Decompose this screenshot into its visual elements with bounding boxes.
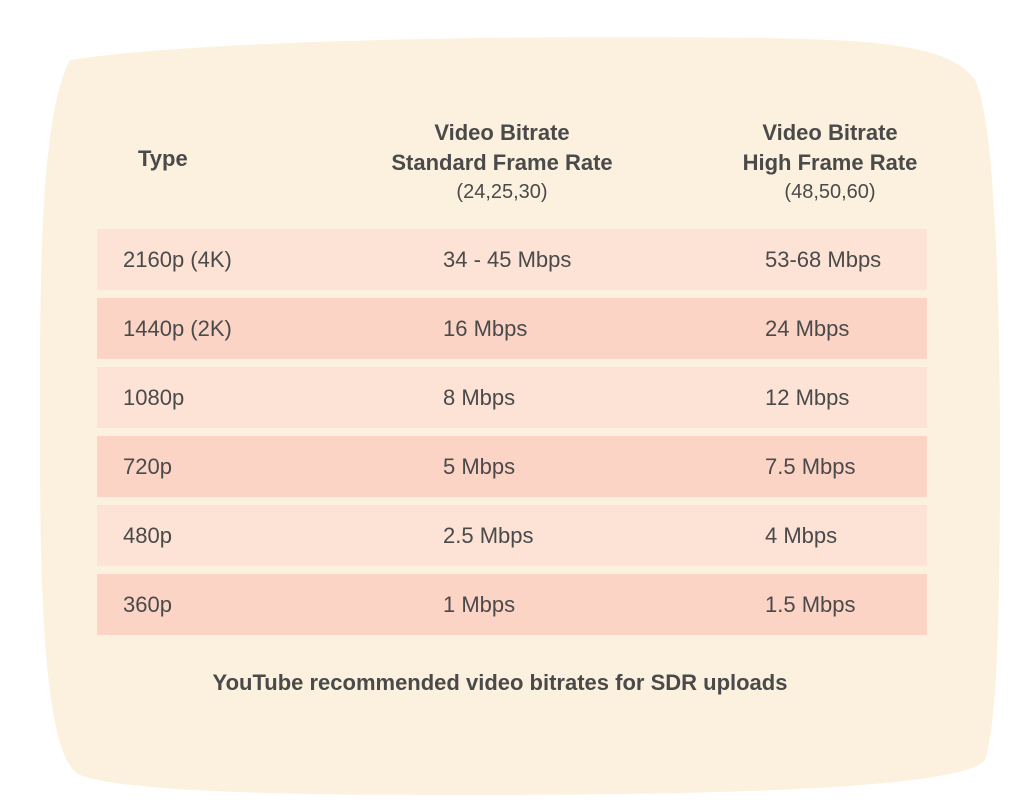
cell-high-bitrate: 1.5 Mbps — [765, 592, 856, 617]
cell-standard-bitrate: 16 Mbps — [443, 316, 528, 341]
cell-type: 1080p — [123, 385, 185, 410]
cell-standard-bitrate: 2.5 Mbps — [443, 523, 534, 548]
cell-type: 2160p (4K) — [123, 247, 232, 272]
cell-high-bitrate: 24 Mbps — [765, 316, 850, 341]
table-row: 1440p (2K) 16 Mbps 24 Mbps — [97, 298, 927, 359]
header-high-frame-rate: Video Bitrate High Frame Rate (48,50,60) — [690, 118, 970, 206]
cell-standard-bitrate: 34 - 45 Mbps — [443, 247, 572, 272]
header-high-line1: Video Bitrate — [762, 120, 898, 145]
table-row: 1080p 8 Mbps 12 Mbps — [97, 367, 927, 428]
cell-high-bitrate: 7.5 Mbps — [765, 454, 856, 479]
cell-high-bitrate: 4 Mbps — [765, 523, 838, 548]
cell-type: 360p — [123, 592, 172, 617]
table-header: Type Video Bitrate Standard Frame Rate (… — [0, 0, 1024, 230]
header-high-line2: High Frame Rate — [742, 150, 918, 175]
header-standard-frame-rate: Video Bitrate Standard Frame Rate (24,25… — [352, 118, 652, 206]
cell-type: 720p — [123, 454, 172, 479]
table-row: 720p 5 Mbps 7.5 Mbps — [97, 436, 927, 497]
cell-standard-bitrate: 8 Mbps — [443, 385, 516, 410]
header-standard-line3: (24,25,30) — [456, 181, 548, 203]
table-row: 360p 1 Mbps 1.5 Mbps — [97, 574, 927, 635]
table-row: 2160p (4K) 34 - 45 Mbps 53-68 Mbps — [97, 229, 927, 290]
header-high-line3: (48,50,60) — [784, 181, 876, 203]
cell-type: 480p — [123, 523, 172, 548]
header-standard-line2: Standard Frame Rate — [391, 150, 613, 175]
cell-standard-bitrate: 5 Mbps — [443, 454, 516, 479]
caption: YouTube recommended video bitrates for S… — [212, 670, 788, 695]
cell-standard-bitrate: 1 Mbps — [443, 592, 516, 617]
header-type: Type — [108, 144, 258, 174]
cell-type: 1440p (2K) — [123, 316, 232, 341]
header-standard-line1: Video Bitrate — [434, 120, 570, 145]
cell-high-bitrate: 53-68 Mbps — [765, 247, 882, 272]
table-row: 480p 2.5 Mbps 4 Mbps — [97, 505, 927, 566]
cell-high-bitrate: 12 Mbps — [765, 385, 850, 410]
header-type-label: Type — [138, 146, 188, 171]
